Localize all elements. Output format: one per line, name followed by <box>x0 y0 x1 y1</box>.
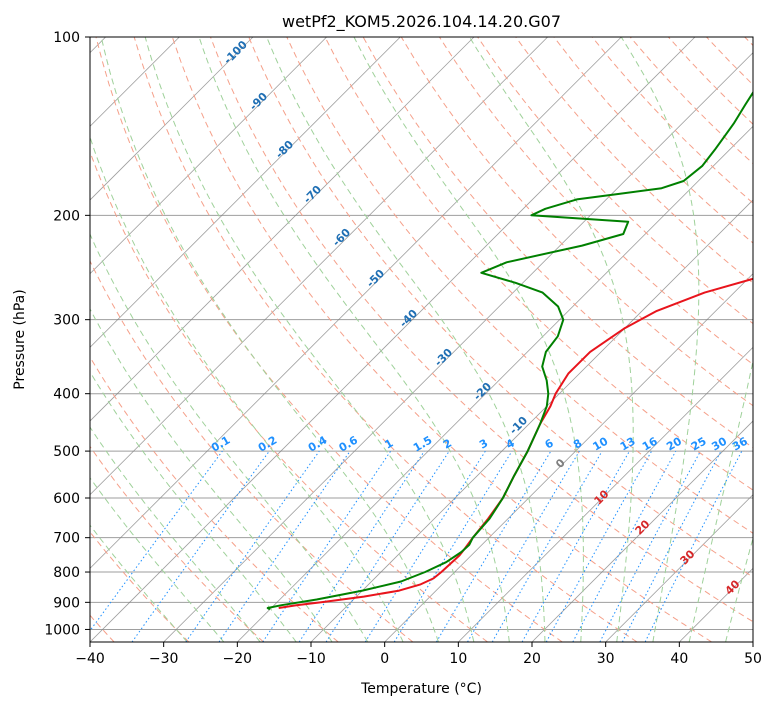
mixing-ratio-line <box>131 450 270 642</box>
dry-adiabat-line <box>90 356 339 642</box>
temperature-trace <box>278 277 753 609</box>
mixing-ratio-line <box>325 450 450 642</box>
y-tick-label: 200 <box>53 208 80 224</box>
chart-title: wetPf2_KOM5.2026.104.14.20.G07 <box>282 12 561 32</box>
moist-adiabat-line <box>90 308 333 642</box>
dry-adiabats <box>90 37 753 642</box>
isotherm-line <box>90 37 254 201</box>
dry-adiabat-line <box>133 37 638 642</box>
isotherm-line <box>384 273 753 642</box>
x-tick-label: 20 <box>523 651 541 667</box>
dry-adiabat-line <box>324 37 753 491</box>
dry-adiabat-line <box>95 37 563 642</box>
isotherm-line <box>605 494 753 642</box>
mixing-ratio-lines <box>90 450 743 642</box>
x-axis-label: Temperature (°C) <box>360 681 482 697</box>
plot-area: -100-90-80-70-60-50-40-30-20-100.1 0.2 0.4… <box>90 37 753 642</box>
mixing-ratio-line <box>90 450 223 632</box>
x-tick-label: 40 <box>670 651 688 667</box>
mixing-ratio-line <box>262 450 392 642</box>
x-tick-label: 10 <box>449 651 467 667</box>
isotherm-line <box>531 420 753 642</box>
plot-frame <box>89 36 754 643</box>
mixing-ratio-line <box>644 450 743 642</box>
moist-adiabat-line <box>90 370 297 642</box>
x-tick-label: 30 <box>597 651 615 667</box>
mixing-ratio-line <box>298 450 425 642</box>
moist-adiabat-line <box>90 135 404 642</box>
x-axis: −40 −30 −20 −10 0 10 20 30 40 50 <box>75 642 762 667</box>
dry-adiabat-line <box>248 37 753 578</box>
x-tick-label: −10 <box>296 651 326 667</box>
moist-adiabat-line <box>725 536 753 642</box>
moist-adiabat-line <box>144 37 475 642</box>
sounding-series <box>266 90 753 611</box>
mixing-ratio-line <box>393 450 513 642</box>
isotherm-line <box>90 37 327 275</box>
y-tick-label: 700 <box>53 531 80 547</box>
y-tick-label: 100 <box>53 30 80 46</box>
mixing-ratio-line <box>545 450 653 642</box>
isobar-grid <box>90 37 753 630</box>
isotherm-line <box>90 37 475 422</box>
y-tick-label: 300 <box>53 313 80 329</box>
mixing-ratio-line <box>521 450 630 642</box>
x-tick-label: −40 <box>75 651 105 667</box>
isotherm-line <box>90 37 696 642</box>
dry-adiabat-line <box>286 37 753 534</box>
dry-adiabat-line <box>90 445 264 642</box>
dry-adiabat-line <box>171 37 712 642</box>
y-tick-label: 600 <box>53 491 80 507</box>
isotherm-line <box>458 346 753 642</box>
moist-adiabat-line <box>100 37 439 642</box>
isotherm-grid <box>90 37 753 642</box>
moist-adiabat-line <box>90 232 369 642</box>
isotherm-line <box>237 125 753 642</box>
moist-adiabat-line <box>688 358 753 642</box>
y-tick-label: 500 <box>53 444 80 460</box>
mixing-ratio-line <box>218 450 351 642</box>
dry-adiabat-line <box>90 259 414 642</box>
mixing-ratio-line <box>185 450 320 642</box>
x-tick-label: 0 <box>380 651 389 667</box>
x-tick-label: −20 <box>223 651 253 667</box>
moist-adiabat-line <box>620 37 700 642</box>
y-axis: 100 200 300 400 500 600 700 800 900 1000 <box>44 30 90 638</box>
moist-adiabat-line <box>266 37 546 642</box>
mixing-ratio-line <box>572 450 677 642</box>
isotherm-line <box>90 37 401 348</box>
moist-adiabat-line <box>90 426 261 642</box>
dry-adiabat-line <box>515 37 753 284</box>
isotherm-line <box>90 37 622 569</box>
isotherm-line <box>163 52 753 642</box>
y-tick-label: 400 <box>53 387 80 403</box>
y-tick-label: 900 <box>53 595 80 611</box>
dry-adiabat-line <box>210 37 753 623</box>
y-tick-label: 1000 <box>44 622 80 638</box>
x-tick-label: 50 <box>744 651 762 667</box>
x-tick-label: −30 <box>149 651 179 667</box>
y-axis-label: Pressure (hPa) <box>12 289 28 389</box>
moist-adiabat-line <box>90 476 225 642</box>
dewpoint-trace <box>266 90 753 611</box>
moist-adiabat-line <box>198 37 510 642</box>
y-tick-label: 800 <box>53 565 80 581</box>
isotherm-line <box>90 37 548 496</box>
moist-adiabat-line <box>90 524 188 642</box>
